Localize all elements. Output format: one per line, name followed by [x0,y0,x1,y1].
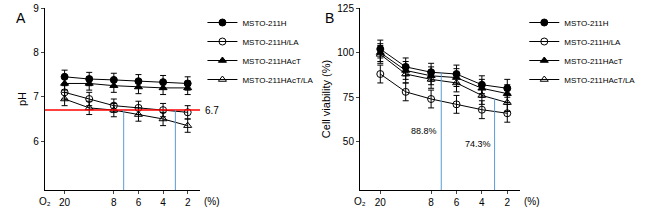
svg-text:MSTO-211HAcT: MSTO-211HAcT [242,57,300,66]
svg-text:B: B [325,10,334,26]
svg-text:O₂: O₂ [39,196,51,207]
svg-text:(%): (%) [524,196,540,207]
svg-text:74.3%: 74.3% [465,139,491,149]
svg-text:8: 8 [33,47,39,58]
svg-text:(%): (%) [204,196,220,207]
svg-text:4: 4 [160,197,166,208]
svg-text:MSTO-211H/LA: MSTO-211H/LA [564,38,621,47]
svg-text:88.8%: 88.8% [411,126,437,136]
svg-text:75: 75 [343,92,355,103]
svg-text:Cell viability (%): Cell viability (%) [320,60,332,138]
svg-text:MSTO-211HAcT/LA: MSTO-211HAcT/LA [564,76,635,85]
svg-text:4: 4 [479,197,485,208]
svg-text:2: 2 [185,197,191,208]
svg-text:6.7: 6.7 [205,105,219,116]
svg-text:7: 7 [33,91,39,102]
svg-text:MSTO-211H: MSTO-211H [564,19,608,28]
svg-text:6: 6 [33,136,39,147]
svg-text:125: 125 [337,3,354,14]
svg-text:8: 8 [428,197,434,208]
svg-text:20: 20 [59,197,71,208]
svg-text:A: A [16,10,26,26]
svg-text:100: 100 [337,47,354,58]
svg-text:pH: pH [16,92,28,106]
svg-text:8: 8 [111,197,117,208]
svg-text:2: 2 [505,197,511,208]
svg-text:MSTO-211H: MSTO-211H [242,19,286,28]
svg-text:50: 50 [343,136,355,147]
svg-text:9: 9 [33,3,39,14]
svg-text:6: 6 [136,197,142,208]
svg-text:6: 6 [454,197,460,208]
svg-text:MSTO-211HAcT: MSTO-211HAcT [564,57,622,66]
svg-text:O₂: O₂ [354,196,366,207]
svg-text:MSTO-211HAcT/LA: MSTO-211HAcT/LA [242,76,313,85]
svg-text:20: 20 [375,197,387,208]
svg-text:MSTO-211H/LA: MSTO-211H/LA [242,38,299,47]
